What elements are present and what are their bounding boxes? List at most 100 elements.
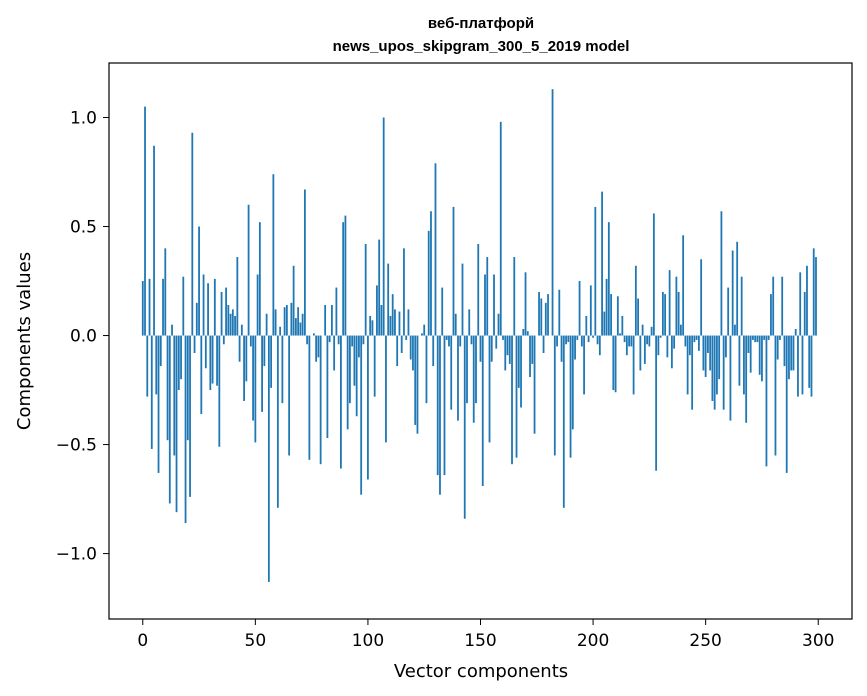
x-tick-label-3: 150 [464, 631, 496, 651]
bar-292 [799, 272, 802, 336]
bar-47 [247, 204, 250, 336]
bar-48 [249, 335, 252, 347]
bar-143 [463, 335, 466, 519]
bar-5 [153, 145, 155, 336]
bar-261 [729, 335, 732, 421]
bar-52 [258, 222, 261, 336]
bars [141, 89, 817, 582]
bar-69 [297, 307, 300, 336]
bar-162 [506, 335, 509, 356]
bar-191 [571, 335, 574, 430]
bar-81 [324, 305, 327, 336]
bar-44 [240, 324, 243, 336]
bar-85 [333, 335, 336, 371]
bar-280 [772, 276, 775, 336]
bar-169 [522, 329, 525, 336]
bar-242 [686, 335, 689, 395]
bar-215 [625, 335, 628, 356]
bar-135 [445, 335, 448, 340]
bar-245 [693, 335, 696, 343]
bar-282 [776, 335, 779, 360]
bar-279 [770, 294, 772, 336]
bar-94 [353, 335, 356, 386]
chart-title-line-1: веб-платфорй [428, 15, 534, 32]
bar-254 [713, 335, 716, 410]
bar-172 [529, 335, 531, 377]
bar-99 [364, 243, 367, 336]
bar-140 [457, 335, 459, 421]
bar-98 [362, 335, 365, 345]
bar-65 [288, 335, 291, 456]
bar-57 [270, 335, 273, 388]
bar-222 [641, 324, 644, 336]
bar-70 [299, 322, 302, 336]
bar-129 [432, 335, 435, 367]
bar-277 [765, 335, 768, 467]
bar-246 [695, 335, 698, 340]
x-tick-label-2: 100 [352, 631, 384, 651]
bar-244 [691, 335, 694, 410]
bar-291 [797, 335, 799, 397]
bar-26 [200, 335, 203, 415]
bar-197 [585, 315, 588, 336]
bar-13 [171, 324, 173, 336]
bar-82 [326, 335, 329, 439]
bar-115 [400, 335, 403, 353]
bar-164 [511, 335, 513, 465]
bar-173 [531, 335, 534, 364]
bar-59 [274, 309, 277, 336]
bar-121 [414, 335, 417, 425]
bar-97 [360, 335, 363, 495]
bar-161 [504, 335, 507, 371]
bar-31 [211, 335, 214, 384]
bar-255 [716, 335, 718, 395]
bar-43 [238, 335, 241, 362]
bar-56 [267, 335, 270, 582]
bar-247 [698, 335, 700, 351]
bar-190 [569, 335, 572, 458]
bar-220 [637, 298, 640, 336]
bar-105 [378, 239, 381, 336]
bar-253 [711, 335, 714, 401]
bar-92 [349, 335, 351, 404]
bar-50 [254, 335, 257, 443]
bar-214 [623, 335, 626, 343]
bar-15 [175, 335, 178, 513]
bar-207 [607, 222, 610, 336]
bar-117 [405, 335, 408, 340]
bar-19 [184, 335, 187, 524]
x-tick-label-0: 0 [137, 631, 148, 651]
bar-250 [704, 335, 707, 377]
bar-78 [317, 335, 320, 358]
bar-237 [675, 276, 678, 336]
bar-260 [727, 287, 730, 336]
bar-225 [648, 335, 651, 347]
bar-210 [614, 335, 617, 393]
bar-299 [815, 257, 817, 336]
bar-187 [562, 335, 565, 508]
bar-233 [666, 335, 669, 358]
bar-110 [389, 315, 392, 336]
bar-168 [520, 335, 522, 408]
bar-294 [803, 291, 806, 336]
bar-182 [551, 89, 554, 336]
bar-200 [592, 335, 594, 338]
bar-243 [688, 335, 691, 356]
bar-283 [779, 335, 781, 340]
x-tick-label-1: 50 [245, 631, 267, 651]
bar-195 [580, 335, 583, 347]
bar-281 [774, 335, 777, 456]
bar-266 [740, 276, 743, 336]
bar-137 [450, 335, 453, 410]
bar-40 [231, 309, 234, 336]
bar-124 [421, 333, 423, 336]
bar-249 [702, 335, 705, 371]
bar-54 [263, 335, 266, 367]
y-tick-label-3: 0.5 [70, 218, 97, 238]
bar-163 [508, 335, 511, 364]
bar-167 [517, 335, 520, 388]
bar-171 [526, 331, 529, 336]
bar-270 [749, 335, 752, 373]
bar-174 [533, 335, 536, 434]
bar-76 [312, 333, 315, 336]
